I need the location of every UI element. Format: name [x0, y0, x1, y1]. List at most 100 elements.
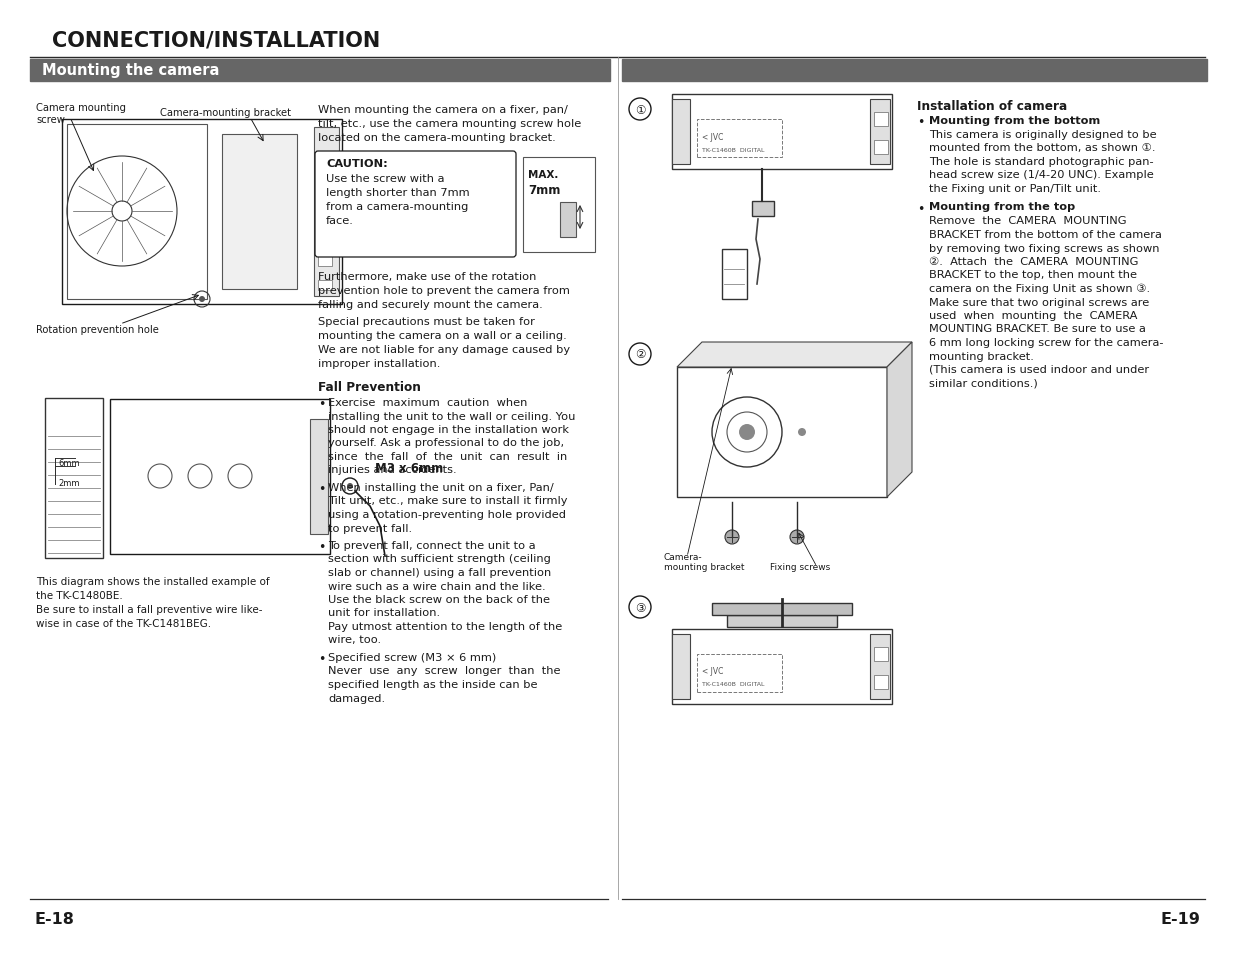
Text: MOUNTING BRACKET. Be sure to use a: MOUNTING BRACKET. Be sure to use a [929, 324, 1146, 335]
Text: Remove  the  CAMERA  MOUNTING: Remove the CAMERA MOUNTING [929, 216, 1126, 226]
Text: •: • [317, 540, 325, 554]
Text: Camera mounting
screw: Camera mounting screw [36, 103, 126, 125]
Text: Use the screw with a: Use the screw with a [326, 173, 445, 184]
Text: from a camera-mounting: from a camera-mounting [326, 202, 468, 212]
Text: TK-C1460B  DIGITAL: TK-C1460B DIGITAL [701, 148, 764, 152]
Text: similar conditions.): similar conditions.) [929, 378, 1037, 388]
Bar [317, 256, 332, 267]
Text: the TK-C1480BE.: the TK-C1480BE. [36, 590, 122, 600]
Text: should not engage in the installation work: should not engage in the installation wo… [329, 424, 569, 435]
Bar [44, 398, 103, 558]
Bar [697, 655, 782, 692]
Text: This diagram shows the installed example of: This diagram shows the installed example… [36, 577, 269, 586]
Text: Camera-
mounting bracket: Camera- mounting bracket [664, 553, 745, 572]
Text: by removing two fixing screws as shown: by removing two fixing screws as shown [929, 243, 1160, 253]
Text: Rotation prevention hole: Rotation prevention hole [36, 325, 159, 335]
Bar [559, 203, 576, 237]
Bar [874, 647, 888, 661]
Bar [713, 603, 852, 616]
Text: wire, too.: wire, too. [329, 635, 382, 645]
Text: Furthermore, make use of the rotation: Furthermore, make use of the rotation [317, 272, 536, 282]
Text: •: • [317, 482, 325, 496]
Circle shape [347, 483, 353, 490]
Bar [62, 120, 342, 305]
FancyBboxPatch shape [315, 152, 516, 257]
Text: wise in case of the TK-C1481BEG.: wise in case of the TK-C1481BEG. [36, 618, 211, 628]
Text: the Fixing unit or Pan/Tilt unit.: the Fixing unit or Pan/Tilt unit. [929, 184, 1100, 193]
Text: CONNECTION/INSTALLATION: CONNECTION/INSTALLATION [52, 30, 380, 50]
Text: Mounting from the bottom: Mounting from the bottom [929, 116, 1100, 126]
Text: tilt, etc., use the camera mounting screw hole: tilt, etc., use the camera mounting scre… [317, 119, 582, 129]
Text: since  the  fall  of  the  unit  can  result  in: since the fall of the unit can result in [329, 452, 567, 461]
Bar [697, 120, 782, 158]
Circle shape [199, 296, 205, 303]
Text: BRACKET to the top, then mount the: BRACKET to the top, then mount the [929, 271, 1137, 280]
Text: The hole is standard photographic pan-: The hole is standard photographic pan- [929, 157, 1153, 167]
Bar [317, 209, 332, 219]
Text: Pay utmost attention to the length of the: Pay utmost attention to the length of th… [329, 621, 562, 631]
Bar [314, 128, 338, 296]
Text: camera on the Fixing Unit as shown ③.: camera on the Fixing Unit as shown ③. [929, 284, 1150, 294]
Text: ①: ① [635, 103, 645, 116]
Text: When installing the unit on a fixer, Pan/: When installing the unit on a fixer, Pan… [329, 482, 553, 493]
Text: specified length as the inside can be: specified length as the inside can be [329, 679, 537, 689]
Text: Specified screw (M3 × 6 mm): Specified screw (M3 × 6 mm) [329, 652, 496, 662]
Text: Mounting from the top: Mounting from the top [929, 202, 1076, 213]
Text: We are not liable for any damage caused by: We are not liable for any damage caused … [317, 345, 571, 355]
Text: using a rotation-preventing hole provided: using a rotation-preventing hole provide… [329, 510, 566, 519]
Text: Exercise  maximum  caution  when: Exercise maximum caution when [329, 397, 527, 408]
Text: M3 x 6mm: M3 x 6mm [375, 461, 443, 475]
Text: Be sure to install a fall preventive wire like-: Be sure to install a fall preventive wir… [36, 604, 263, 615]
Text: •: • [317, 652, 325, 665]
Text: ②.  Attach  the  CAMERA  MOUNTING: ②. Attach the CAMERA MOUNTING [929, 256, 1139, 267]
Text: unit for installation.: unit for installation. [329, 608, 440, 618]
Bar [222, 135, 296, 290]
Bar [672, 629, 892, 704]
Text: damaged.: damaged. [329, 693, 385, 702]
Text: MAX.: MAX. [529, 170, 558, 180]
Text: Tilt unit, etc., make sure to install it firmly: Tilt unit, etc., make sure to install it… [329, 496, 568, 506]
Text: prevention hole to prevent the camera from: prevention hole to prevent the camera fr… [317, 286, 569, 295]
Text: head screw size (1/4-20 UNC). Example: head screw size (1/4-20 UNC). Example [929, 171, 1153, 180]
Text: 6 mm long locking screw for the camera-: 6 mm long locking screw for the camera- [929, 337, 1163, 348]
Text: Special precautions must be taken for: Special precautions must be taken for [317, 316, 535, 327]
Text: < JVC: < JVC [701, 667, 724, 676]
Circle shape [725, 531, 739, 544]
Text: mounting bracket.: mounting bracket. [929, 351, 1034, 361]
Text: CAUTION:: CAUTION: [326, 159, 388, 169]
Text: Make sure that two original screws are: Make sure that two original screws are [929, 297, 1150, 307]
Text: E-18: E-18 [35, 911, 75, 926]
Text: When mounting the camera on a fixer, pan/: When mounting the camera on a fixer, pan… [317, 105, 568, 115]
Text: Fall Prevention: Fall Prevention [317, 380, 421, 394]
Text: ③: ③ [635, 601, 645, 614]
Text: section with sufficient strength (ceiling: section with sufficient strength (ceilin… [329, 554, 551, 564]
Bar [310, 419, 329, 535]
Bar [722, 250, 747, 299]
Bar [317, 161, 332, 171]
Bar [874, 112, 888, 127]
Bar [672, 100, 690, 165]
Text: wire such as a wire chain and the like.: wire such as a wire chain and the like. [329, 581, 546, 591]
Bar [67, 125, 207, 299]
Bar [317, 185, 332, 194]
Text: To prevent fall, connect the unit to a: To prevent fall, connect the unit to a [329, 540, 536, 551]
Circle shape [790, 531, 804, 544]
Text: Installation of camera: Installation of camera [918, 100, 1067, 112]
Bar [30, 60, 610, 82]
Text: installing the unit to the wall or ceiling. You: installing the unit to the wall or ceili… [329, 411, 576, 421]
Polygon shape [887, 343, 911, 497]
Text: Mounting the camera: Mounting the camera [42, 63, 220, 78]
Polygon shape [677, 343, 911, 368]
Text: Use the black screw on the back of the: Use the black screw on the back of the [329, 595, 550, 604]
Bar [874, 676, 888, 689]
Text: TK-C1460B  DIGITAL: TK-C1460B DIGITAL [701, 681, 764, 687]
Text: injuries and accidents.: injuries and accidents. [329, 465, 457, 475]
Text: E-19: E-19 [1160, 911, 1200, 926]
Bar [317, 233, 332, 243]
Text: •: • [918, 116, 924, 129]
Text: Camera-mounting bracket: Camera-mounting bracket [161, 108, 291, 118]
Text: improper installation.: improper installation. [317, 358, 441, 369]
Text: BRACKET from the bottom of the camera: BRACKET from the bottom of the camera [929, 230, 1162, 240]
Text: < JVC: < JVC [701, 132, 724, 141]
Text: length shorter than 7mm: length shorter than 7mm [326, 188, 469, 198]
